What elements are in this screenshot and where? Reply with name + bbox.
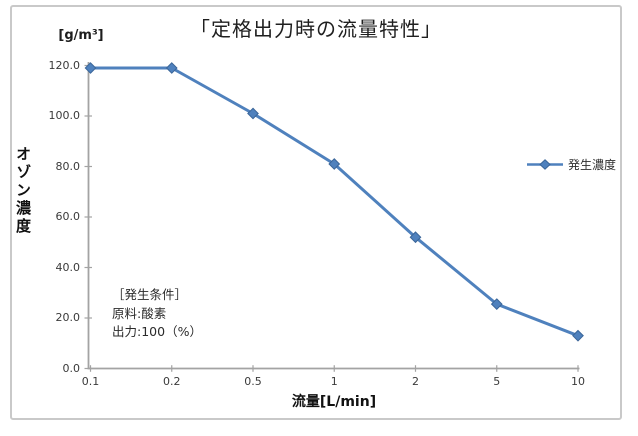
data-point-marker	[247, 107, 259, 120]
annotation-line: ［発生条件］	[112, 287, 188, 302]
y-axis-title: オゾン濃度	[14, 146, 32, 236]
legend-label: 発生濃度	[568, 158, 617, 172]
data-point-marker	[490, 298, 503, 311]
legend: 発生濃度	[527, 156, 616, 173]
legend-line-marker-icon	[527, 159, 563, 170]
y-axis-unit-label: [g/m³]	[58, 28, 104, 43]
data-point-marker	[84, 62, 97, 74]
annotation-box: ［発生条件］ 原料:酸素 出力:100（%）	[112, 286, 202, 342]
data-point-marker	[328, 158, 341, 170]
annotation-line: 原料:酸素	[112, 305, 167, 321]
annotation-line: 出力:100（%）	[112, 324, 202, 339]
data-point-marker	[572, 329, 584, 342]
data-point-marker	[409, 231, 422, 244]
x-axis-title: 流量[L/min]	[291, 394, 377, 410]
chart-title: 「定格出力時の流量特性」	[190, 17, 442, 41]
data-point-marker	[165, 62, 178, 74]
chart-frame	[10, 5, 622, 420]
